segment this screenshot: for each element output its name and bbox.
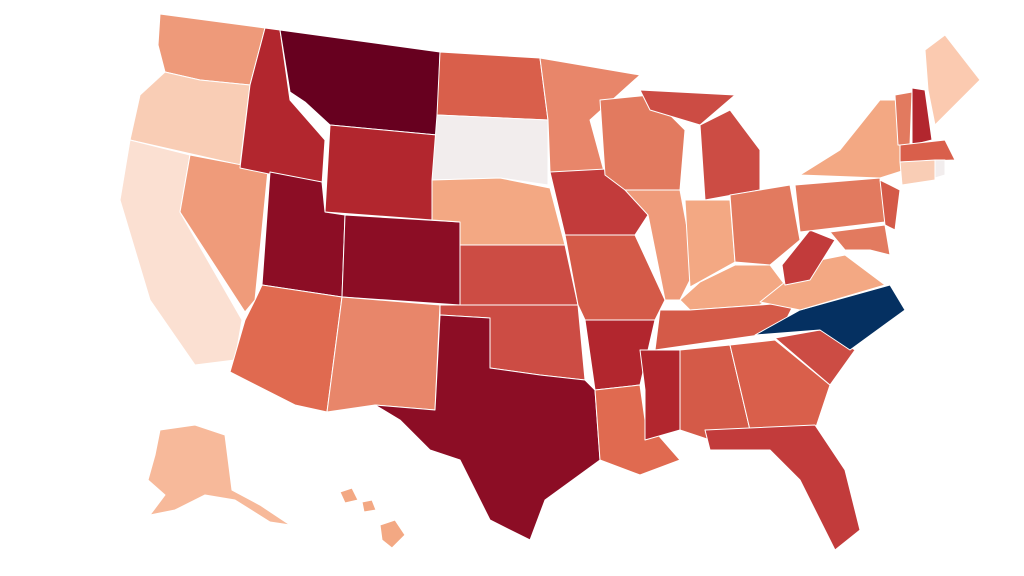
state [911,87,933,146]
state [704,424,861,551]
state [459,244,579,306]
state [147,424,291,526]
state [564,234,666,321]
state [341,214,461,306]
state [339,487,359,504]
state [379,519,406,549]
states [119,13,981,551]
state [729,184,801,266]
state [594,384,681,476]
state [829,224,891,256]
state [326,296,441,413]
state [781,229,836,286]
state [774,329,856,386]
state [799,99,906,179]
state [431,114,549,186]
state [729,339,831,431]
state [639,349,681,441]
state [879,179,901,231]
state [899,159,936,186]
state [361,499,377,513]
state [899,139,956,163]
state [699,109,761,201]
state [924,34,981,126]
state [794,177,886,233]
state [436,51,549,121]
state [934,159,946,179]
state [324,124,438,221]
state [894,91,913,146]
state [374,314,601,541]
